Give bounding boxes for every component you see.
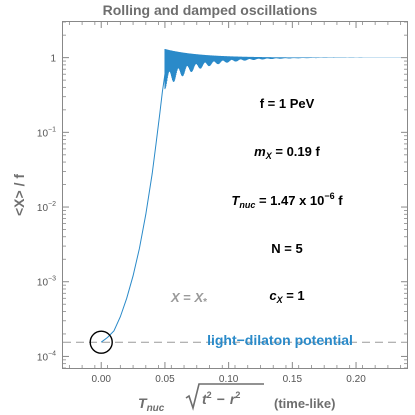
y-axis-label: <X> / f	[11, 174, 27, 216]
y-tick-label: 10−1	[37, 126, 56, 139]
x-label-tvar: t	[202, 391, 208, 407]
x-tick-label: 0.20	[346, 374, 366, 385]
potential-label: light−dilaton potential	[207, 332, 353, 348]
plot-frame	[62, 21, 408, 369]
x-label-radicand: t2− r2	[202, 390, 240, 407]
axis-ticks: 0.00 0.05 0.10 0.15 0.20 1 10−1 10−2 10−3 10−4	[37, 21, 407, 385]
chart-title: Rolling and damped oscillations	[103, 2, 318, 18]
annotations: f = 1 PeV mX = 0.19 f Tnuc = 1.47 x 10−6…	[170, 96, 353, 348]
plot-area	[63, 49, 408, 354]
annotation-mass: mX = 0.19 f	[254, 144, 320, 161]
x-axis-label: Tnuc	[138, 395, 165, 414]
x-tick-label: 0.00	[91, 374, 111, 385]
x-label-minus: −	[217, 391, 225, 407]
reference-line-label: X = X*	[170, 290, 207, 308]
annotation-f: f = 1 PeV	[260, 96, 315, 111]
x-label-nuc: nuc	[147, 403, 165, 414]
x-tick-label: 0.05	[155, 374, 175, 385]
x-label-rvar: r	[230, 391, 237, 407]
series-rise-line	[100, 74, 166, 343]
y-tick-label: 1	[50, 54, 56, 65]
start-marker	[89, 330, 113, 354]
annotation-tnuc: Tnuc = 1.47 x 10−6 f	[231, 191, 343, 210]
y-tick-label: 10−4	[37, 350, 56, 363]
x-label-rsup: 2	[235, 390, 240, 400]
y-tick-label: 10−2	[37, 201, 56, 214]
annotation-n: N = 5	[271, 241, 302, 256]
y-tick-label: 10−3	[37, 276, 56, 289]
sqrt-sign-icon	[185, 383, 264, 411]
x-tick-label: 0.15	[283, 374, 303, 385]
annotation-cx: cX = 1	[269, 288, 304, 305]
x-tick-label: 0.10	[219, 374, 239, 385]
x-label-tsup: 2	[207, 390, 212, 400]
x-label-suffix: (time-like)	[274, 396, 335, 411]
series-oscillation	[164, 49, 408, 90]
x-label-t: T	[138, 395, 148, 411]
